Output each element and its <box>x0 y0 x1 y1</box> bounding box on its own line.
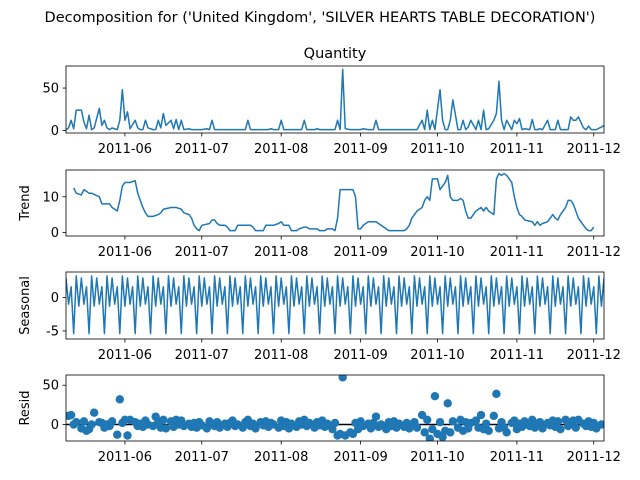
panel-title: Quantity <box>304 46 367 62</box>
axes-frame <box>65 374 605 442</box>
panel-trend: 0 10 2011-06 2011-07 2011-08 2011-09 2011-10 20… <box>18 169 621 260</box>
data-point <box>251 424 260 433</box>
x-tick-label: 2011-06 <box>98 142 152 157</box>
y-axis-label: Trend <box>18 185 33 222</box>
x-tick-label: 2011-08 <box>254 245 308 260</box>
axes-frame <box>65 169 605 237</box>
data-point <box>535 417 545 427</box>
data-point <box>448 417 458 426</box>
series-line-seasonal <box>66 275 604 335</box>
data-point <box>471 416 481 425</box>
y-axis-label: Resid <box>18 390 33 425</box>
data-point <box>161 424 171 433</box>
x-tick-label: 2011-09 <box>333 245 387 260</box>
data-point <box>502 428 511 437</box>
data-point <box>597 420 604 429</box>
x-tick-label: 2011-06 <box>98 245 152 260</box>
data-point <box>538 424 547 433</box>
x-tick-label: 2011-08 <box>254 348 308 363</box>
plot-area <box>66 275 604 335</box>
panel-observed: 0 50 2011-06 2011-07 2011-08 2011-09 2011-10 20… <box>42 46 620 157</box>
x-tick-label: 2011-07 <box>175 348 229 363</box>
y-tick-label: 0 <box>51 226 59 241</box>
data-point <box>423 415 432 424</box>
data-point <box>323 419 332 428</box>
y-tick-label: 0 <box>51 291 59 306</box>
x-tick-label: 2011-11 <box>490 142 544 157</box>
x-tick-label: 2011-12 <box>567 245 621 260</box>
data-point <box>113 430 122 439</box>
data-point <box>412 423 422 432</box>
data-point <box>553 417 563 426</box>
x-tick-label: 2011-11 <box>490 450 544 465</box>
data-point <box>571 423 581 432</box>
data-point <box>328 425 337 434</box>
plot-area <box>73 172 595 232</box>
x-tick-label: 2011-06 <box>98 450 152 465</box>
data-point <box>492 389 501 399</box>
data-point <box>425 434 434 441</box>
data-point <box>72 417 81 427</box>
x-tick-label: 2011-10 <box>410 348 464 363</box>
plot-area <box>66 68 604 131</box>
x-tick-label: 2011-12 <box>567 450 621 465</box>
data-point <box>338 375 347 382</box>
series-line-trend <box>73 172 595 232</box>
x-tick-label: 2011-10 <box>410 142 464 157</box>
y-tick-label: 0 <box>51 124 59 139</box>
data-point <box>420 428 429 437</box>
x-tick-label: 2011-07 <box>175 245 229 260</box>
data-point <box>87 420 96 429</box>
axes-frame <box>65 271 605 340</box>
panel-seasonal: -5 0 2011-06 2011-07 2011-08 2011-09 2011-10 20… <box>18 271 621 363</box>
y-tick-label: 50 <box>42 379 59 394</box>
series-line-observed <box>66 68 604 131</box>
data-point <box>443 399 452 408</box>
x-tick-label: 2011-09 <box>333 348 387 363</box>
plot-area <box>66 375 604 441</box>
data-point <box>446 428 455 437</box>
x-tick-label: 2011-10 <box>410 450 464 465</box>
data-point <box>107 417 117 426</box>
x-tick-label: 2011-11 <box>490 245 544 260</box>
x-tick-label: 2011-11 <box>490 348 544 363</box>
x-tick-label: 2011-07 <box>175 142 229 157</box>
data-point <box>330 418 340 428</box>
x-tick-label: 2011-08 <box>254 450 308 465</box>
data-point <box>79 417 89 426</box>
y-tick-label: -5 <box>46 324 59 339</box>
y-tick-label: 10 <box>42 190 59 205</box>
panels: 0 50 2011-06 2011-07 2011-08 2011-09 2011-10 20… <box>18 46 621 465</box>
data-point <box>556 425 565 434</box>
x-tick-label: 2011-12 <box>567 348 621 363</box>
data-point <box>481 419 491 428</box>
x-tick-label: 2011-06 <box>98 348 152 363</box>
x-tick-label: 2011-10 <box>410 245 464 260</box>
x-tick-label: 2011-07 <box>175 450 229 465</box>
x-tick-label: 2011-12 <box>567 142 621 157</box>
data-point <box>430 392 440 401</box>
data-point <box>115 395 125 404</box>
data-point <box>489 411 499 421</box>
x-tick-label: 2011-09 <box>333 450 387 465</box>
y-tick-label: 50 <box>42 82 59 97</box>
x-tick-label: 2011-08 <box>254 142 308 157</box>
data-point <box>89 408 99 417</box>
axes-frame <box>65 65 605 134</box>
data-point <box>484 426 493 435</box>
figure-suptitle: Decomposition for ('United Kingdom', 'SI… <box>45 10 596 26</box>
data-point <box>435 417 445 427</box>
y-tick-label: 0 <box>51 418 59 433</box>
data-point <box>476 410 486 420</box>
y-axis-label: Seasonal <box>18 276 33 335</box>
data-point <box>123 431 132 440</box>
data-point <box>371 412 381 421</box>
x-tick-label: 2011-09 <box>333 142 387 157</box>
panel-resid: 0 50 2011-06 2011-07 2011-08 2011-09 2011-10 20… <box>18 374 621 465</box>
data-point <box>66 410 76 420</box>
data-point <box>159 415 168 424</box>
